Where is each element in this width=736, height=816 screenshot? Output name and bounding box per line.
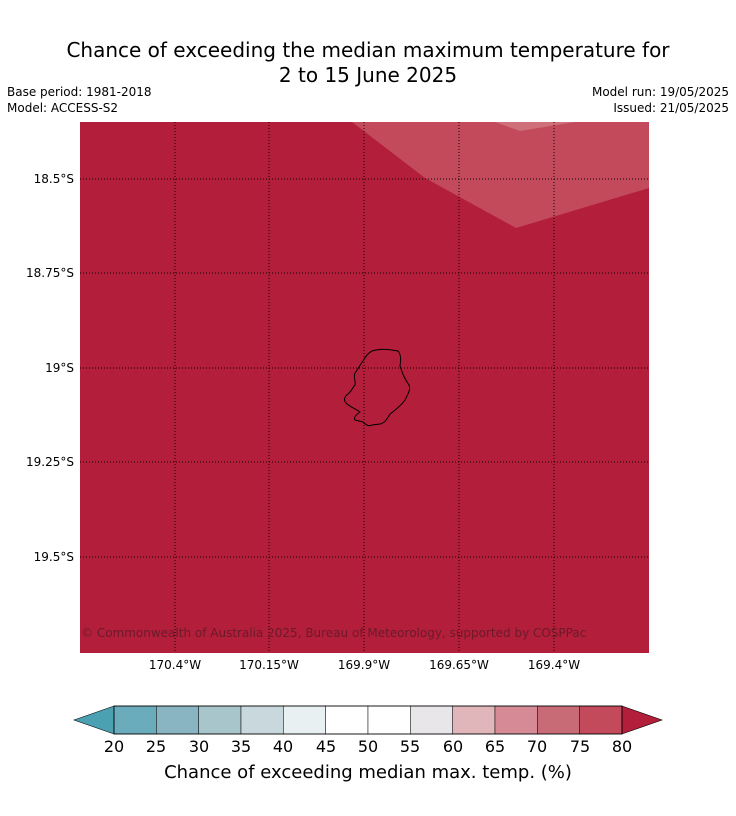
- longitude-label-2: 170.15°W: [239, 658, 299, 672]
- colorbar-tick-55: 55: [399, 737, 421, 756]
- colorbar-label: Chance of exceeding median max. temp. (%…: [164, 762, 572, 783]
- colorbar-tick-45: 45: [315, 737, 337, 756]
- colorbar-tick-35: 35: [230, 737, 252, 756]
- longitude-label-3: 169.9°W: [337, 658, 391, 672]
- colorbar-segment: [367, 705, 411, 735]
- colorbar-segment: [452, 705, 496, 735]
- meta-right: Model run: 19/05/2025 Issued: 21/05/2025: [592, 84, 729, 116]
- base-period: Base period: 1981-2018: [7, 85, 152, 99]
- title-line-2: 2 to 15 June 2025: [278, 63, 458, 87]
- latitude-label-1: 18.5°S: [33, 172, 74, 186]
- colorbar-tick-40: 40: [272, 737, 294, 756]
- latitude-label-2: 18.75°S: [26, 266, 74, 280]
- colorbar-segment: [537, 705, 580, 735]
- colorbar-segment: [494, 705, 538, 735]
- colorbar-segment: [579, 705, 623, 735]
- island-coastline: [344, 348, 411, 427]
- probability-band-70-75: [495, 122, 575, 131]
- probability-band-75-80: [352, 122, 649, 228]
- chart-title: Chance of exceeding the median maximum t…: [0, 38, 736, 88]
- latitude-label-4: 19.25°S: [26, 455, 74, 469]
- colorbar-tick-80: 80: [611, 737, 633, 756]
- colorbar-tick-75: 75: [569, 737, 591, 756]
- colorbar-extend-high: [621, 705, 663, 735]
- colorbar-extend-low: [73, 705, 115, 735]
- colorbar-tick-30: 30: [188, 737, 210, 756]
- colorbar-segment: [156, 705, 199, 735]
- issued-date: Issued: 21/05/2025: [613, 101, 729, 115]
- colorbar-tick-60: 60: [442, 737, 464, 756]
- colorbar-segment: [283, 705, 326, 735]
- colorbar-segment: [240, 705, 284, 735]
- colorbar-tick-20: 20: [103, 737, 125, 756]
- colorbar-segment: [410, 705, 453, 735]
- latitude-label-5: 19.5°S: [33, 550, 74, 564]
- gridlines: [80, 122, 649, 653]
- meta-left: Base period: 1981-2018 Model: ACCESS-S2: [7, 84, 152, 116]
- colorbar-tick-25: 25: [145, 737, 167, 756]
- colorbar-tick-50: 50: [357, 737, 379, 756]
- colorbar-tick-70: 70: [526, 737, 548, 756]
- copyright-notice: © Commonwealth of Australia 2025, Bureau…: [81, 626, 587, 640]
- model-run: Model run: 19/05/2025: [591, 85, 729, 99]
- latitude-label-3: 19°S: [45, 361, 74, 375]
- title-line-1: Chance of exceeding the median maximum t…: [66, 38, 670, 62]
- colorbar-segment: [325, 705, 369, 735]
- colorbar-segments: [113, 705, 623, 735]
- longitude-label-5: 169.4°W: [527, 658, 581, 672]
- colorbar-segment: [113, 705, 157, 735]
- colorbar-tick-65: 65: [484, 737, 506, 756]
- longitude-label-4: 169.65°W: [429, 658, 489, 672]
- model-name: Model: ACCESS-S2: [7, 101, 119, 115]
- colorbar-segment: [198, 705, 242, 735]
- colorbar-frame: [113, 705, 623, 735]
- longitude-label-1: 170.4°W: [148, 658, 202, 672]
